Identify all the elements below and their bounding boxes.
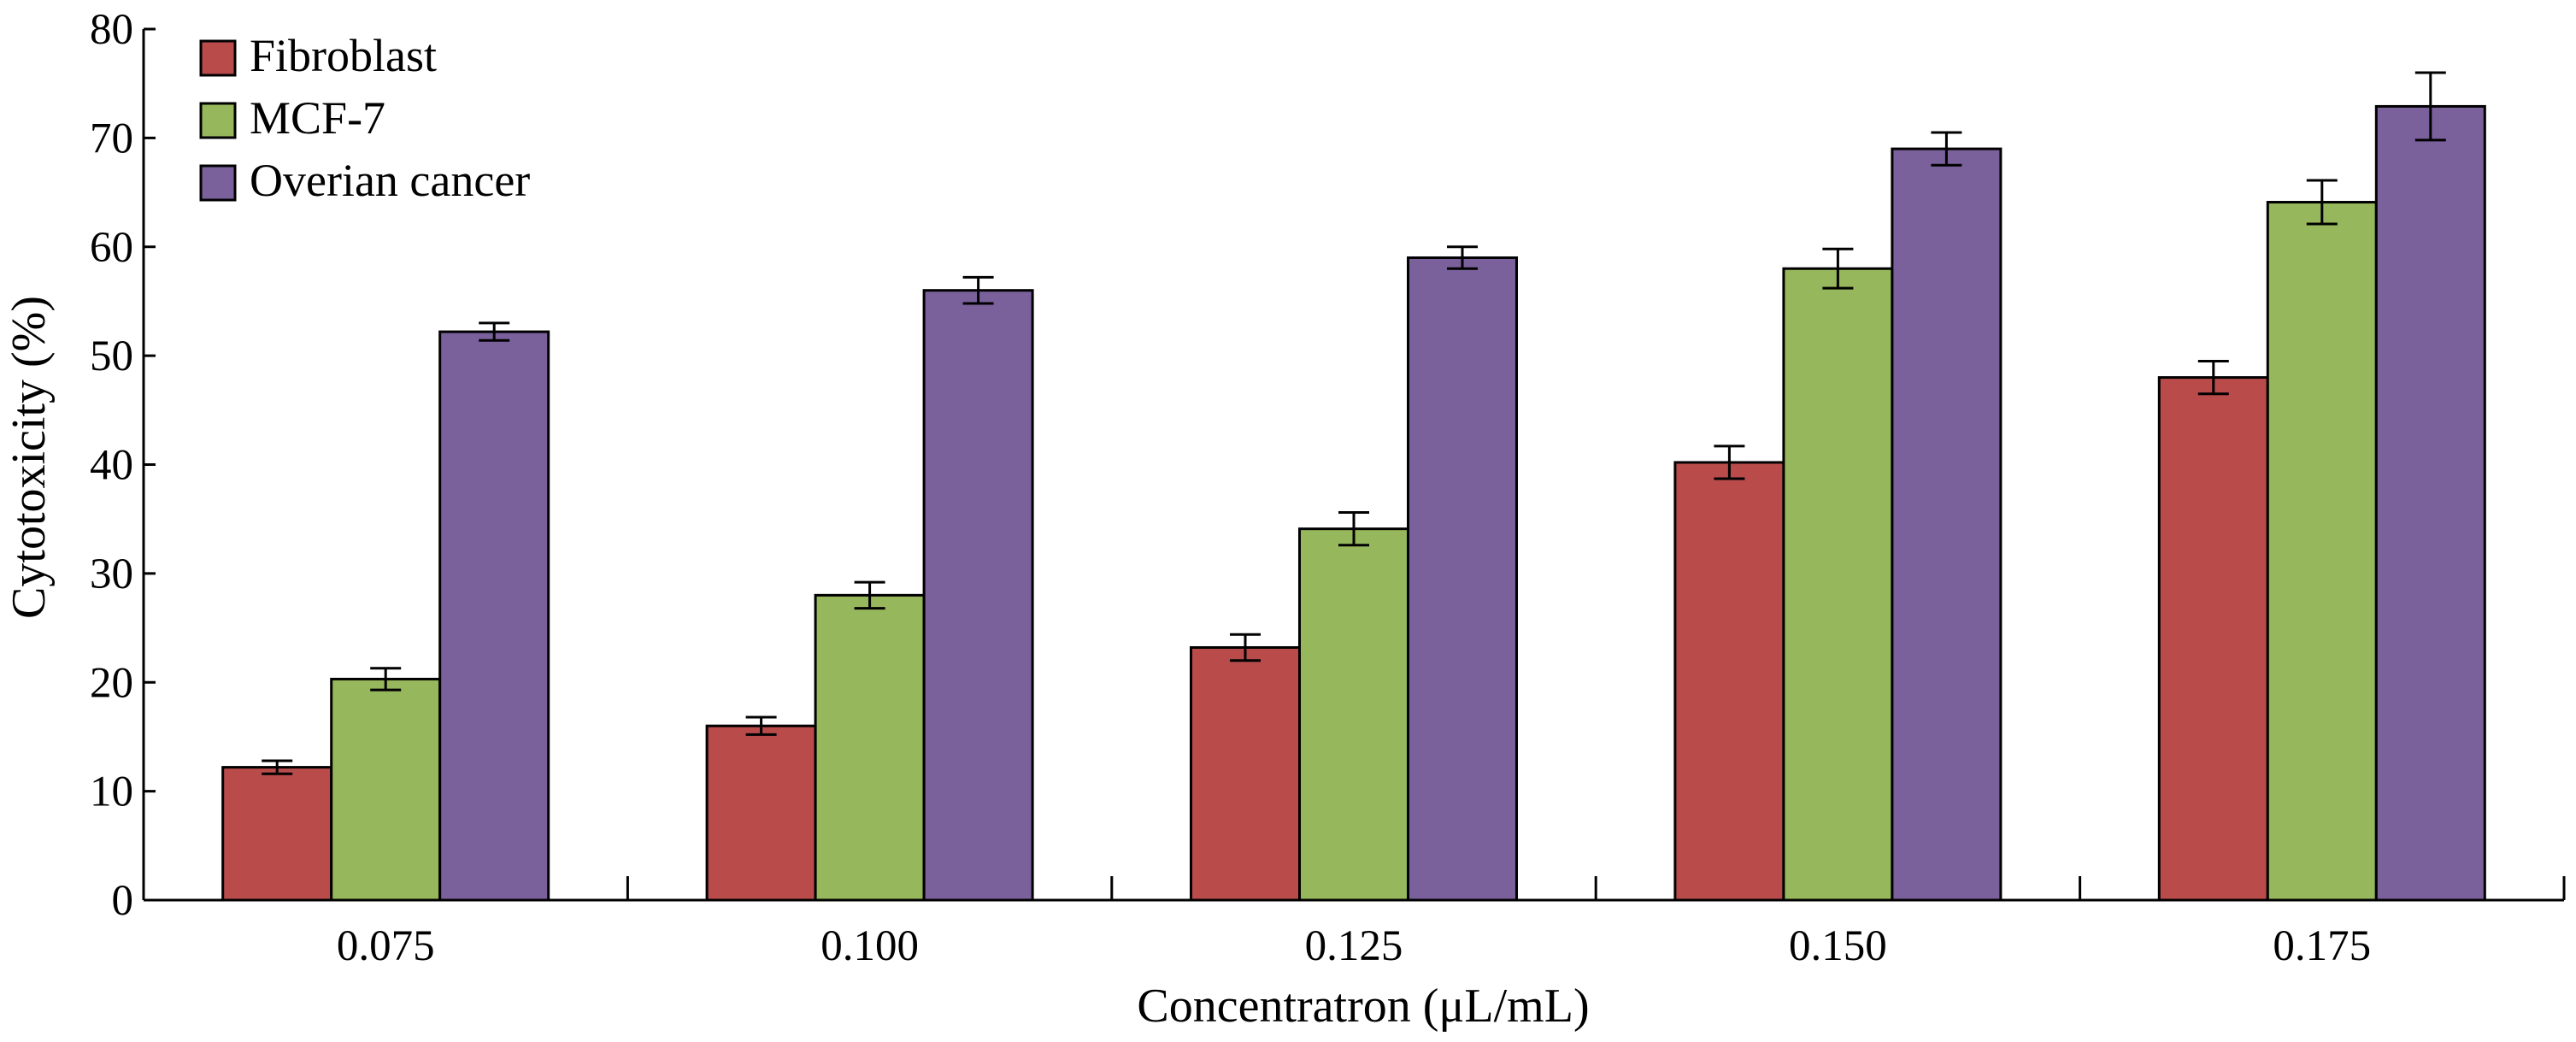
y-tick-label: 40: [90, 442, 133, 490]
legend-label: MCF-7: [250, 92, 385, 144]
y-tick-label: 20: [90, 659, 133, 707]
x-tick-label: 0.075: [337, 922, 435, 970]
bar: [2157, 376, 2269, 902]
legend-label: Fibroblast: [250, 30, 437, 81]
y-tick-label: 0: [112, 877, 134, 925]
bar: [221, 766, 333, 902]
bar: [814, 593, 926, 902]
legend-swatch: [199, 102, 237, 139]
bar: [922, 289, 1034, 902]
bar: [2374, 104, 2486, 902]
y-tick-label: 10: [90, 768, 133, 816]
tick-labels: 0 10 20 30 40 50 60 70 80 0.075 0.100 0.125 0.150 0.1…: [90, 6, 2371, 970]
x-tick-label: 0.100: [820, 922, 919, 970]
x-tick-label: 0.125: [1305, 922, 1403, 970]
bar: [1891, 147, 2003, 902]
y-tick-label: 30: [90, 550, 133, 598]
y-tick-label: 60: [90, 224, 133, 272]
bar: [1782, 267, 1894, 902]
y-axis-title: Cytotoxicity (%): [3, 296, 56, 619]
bar: [1190, 645, 1301, 902]
error-bars: [262, 71, 2446, 775]
legend-swatch: [199, 164, 237, 202]
y-tick-label: 50: [90, 333, 133, 380]
bar: [438, 330, 550, 902]
legend-swatch: [199, 39, 237, 77]
legend: Fibroblast MCF-7 Overian cancer: [199, 30, 530, 206]
y-tick-label: 80: [90, 6, 133, 54]
bar: [1673, 461, 1785, 902]
x-tick-label: 0.175: [2273, 922, 2371, 970]
bar: [1298, 527, 1409, 902]
x-axis-title: Concentratron (μL/mL): [1137, 980, 1589, 1033]
bar: [705, 724, 817, 902]
bar: [330, 677, 442, 902]
bar: [1407, 256, 1518, 902]
bars: [221, 104, 2486, 902]
x-tick-label: 0.150: [1789, 922, 1887, 970]
y-tick-label: 70: [90, 115, 133, 162]
bar: [2266, 201, 2378, 902]
legend-label: Overian cancer: [250, 155, 530, 206]
